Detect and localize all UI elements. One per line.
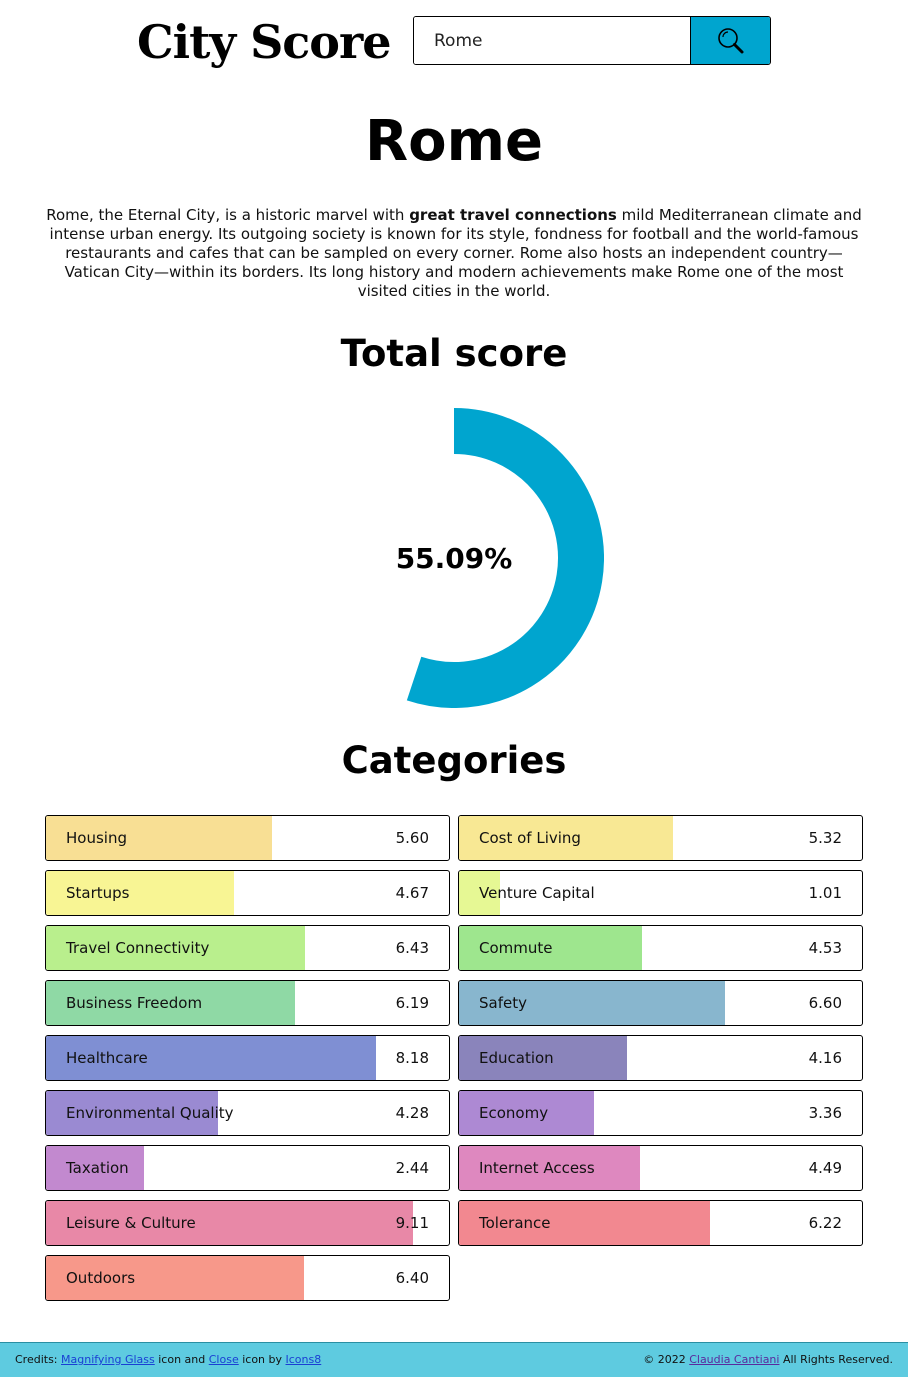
copyright-prefix: © 2022 [643, 1353, 690, 1366]
total-score-value: 55.09% [395, 541, 513, 575]
category-value: 6.43 [395, 939, 429, 957]
search-button[interactable] [690, 17, 770, 64]
category-label: Venture Capital [479, 884, 595, 902]
category-label: Safety [479, 994, 527, 1012]
category-bar-fill [46, 1036, 376, 1080]
author-link[interactable]: Claudia Cantiani [689, 1353, 780, 1366]
category-label: Commute [479, 939, 553, 957]
category-bar: Economy 3.36 [458, 1090, 863, 1136]
category-bar-fill [46, 981, 295, 1025]
copyright-rights: All Rights Reserved. [779, 1353, 893, 1366]
category-label: Cost of Living [479, 829, 581, 847]
search-input[interactable] [414, 17, 690, 64]
category-bar: Startups 4.67 [45, 870, 450, 916]
category-bar: Outdoors 6.40 [45, 1255, 450, 1301]
category-value: 5.60 [395, 829, 429, 847]
category-bar: Leisure & Culture 9.11 [45, 1200, 450, 1246]
logo[interactable]: City Score [137, 15, 391, 69]
category-label: Taxation [66, 1159, 129, 1177]
category-label: Business Freedom [66, 994, 203, 1012]
category-bar: Business Freedom 6.19 [45, 980, 450, 1026]
category-label: Startups [66, 884, 130, 902]
category-value: 1.01 [808, 884, 842, 902]
category-bar: Safety 6.60 [458, 980, 863, 1026]
credits-text-by: icon by [238, 1353, 286, 1366]
category-bar: Tolerance 6.22 [458, 1200, 863, 1246]
category-label: Economy [479, 1104, 549, 1122]
gauge-arc [406, 408, 604, 708]
category-label: Travel Connectivity [66, 939, 210, 957]
icons8-link[interactable]: Icons8 [285, 1353, 322, 1366]
category-bar-fill [459, 871, 500, 915]
category-bar: Travel Connectivity 6.43 [45, 925, 450, 971]
close-link[interactable]: Close [208, 1353, 239, 1366]
categories-title: Categories [341, 739, 567, 782]
description-text-start: Rome, the Eternal City, is a historic ma… [46, 206, 410, 224]
total-score-gauge: 55.09% [304, 408, 604, 708]
category-value: 4.67 [395, 884, 429, 902]
city-description: Rome, the Eternal City, is a historic ma… [40, 206, 868, 301]
total-score-title: Total score [340, 332, 568, 375]
category-bar-fill [46, 1091, 218, 1135]
category-value: 6.40 [395, 1269, 429, 1287]
category-bar: Commute 4.53 [458, 925, 863, 971]
category-value: 8.18 [395, 1049, 429, 1067]
category-label: Housing [66, 829, 127, 847]
city-name: Rome [365, 109, 543, 174]
description-highlight: great travel connections [409, 206, 617, 224]
category-label: Education [479, 1049, 554, 1067]
category-bar: Taxation 2.44 [45, 1145, 450, 1191]
category-bar-fill [46, 816, 272, 860]
category-value: 4.53 [808, 939, 842, 957]
category-bar: Housing 5.60 [45, 815, 450, 861]
category-bar-fill [46, 1146, 144, 1190]
category-bar: Internet Access 4.49 [458, 1145, 863, 1191]
category-bar-fill [46, 1256, 304, 1300]
category-bar: Environmental Quality 4.28 [45, 1090, 450, 1136]
category-label: Tolerance [479, 1214, 551, 1232]
credits-prefix: Credits: [15, 1353, 62, 1366]
category-bar-fill [459, 1091, 594, 1135]
description-text-end: mild Mediterranean climate and intense u… [49, 206, 862, 300]
header: City Score [0, 0, 908, 90]
category-bar-fill [459, 1036, 627, 1080]
search-bar [413, 16, 771, 65]
category-bar: Education 4.16 [458, 1035, 863, 1081]
category-label: Leisure & Culture [66, 1214, 196, 1232]
category-value: 4.16 [808, 1049, 842, 1067]
footer-credits: Credits: Magnifying Glass icon and Close… [15, 1343, 321, 1377]
category-label: Environmental Quality [66, 1104, 234, 1122]
gauge-svg [406, 408, 604, 708]
category-bar-fill [46, 1201, 413, 1245]
category-bar-fill [46, 871, 234, 915]
magnifying-glass-link[interactable]: Magnifying Glass [61, 1353, 155, 1366]
category-label: Internet Access [479, 1159, 595, 1177]
category-value: 6.19 [395, 994, 429, 1012]
category-label: Outdoors [66, 1269, 136, 1287]
category-bar: Cost of Living 5.32 [458, 815, 863, 861]
category-value: 9.11 [395, 1214, 429, 1232]
category-value: 4.49 [808, 1159, 842, 1177]
category-value: 4.28 [395, 1104, 429, 1122]
credits-text-and: icon and [154, 1353, 209, 1366]
magnifying-glass-icon [717, 27, 743, 53]
category-bar: Healthcare 8.18 [45, 1035, 450, 1081]
category-bar: Venture Capital 1.01 [458, 870, 863, 916]
category-value: 6.22 [808, 1214, 842, 1232]
footer: Credits: Magnifying Glass icon and Close… [0, 1342, 908, 1377]
category-bar-fill [459, 1201, 710, 1245]
category-value: 3.36 [808, 1104, 842, 1122]
category-bar-fill [459, 816, 673, 860]
category-bar-fill [459, 1146, 640, 1190]
footer-copyright: © 2022 Claudia Cantiani All Rights Reser… [643, 1343, 893, 1377]
category-value: 2.44 [395, 1159, 429, 1177]
category-bar-fill [46, 926, 305, 970]
category-value: 6.60 [808, 994, 842, 1012]
category-bar-fill [459, 981, 725, 1025]
category-bar-fill [459, 926, 642, 970]
category-label: Healthcare [66, 1049, 148, 1067]
category-value: 5.32 [808, 829, 842, 847]
